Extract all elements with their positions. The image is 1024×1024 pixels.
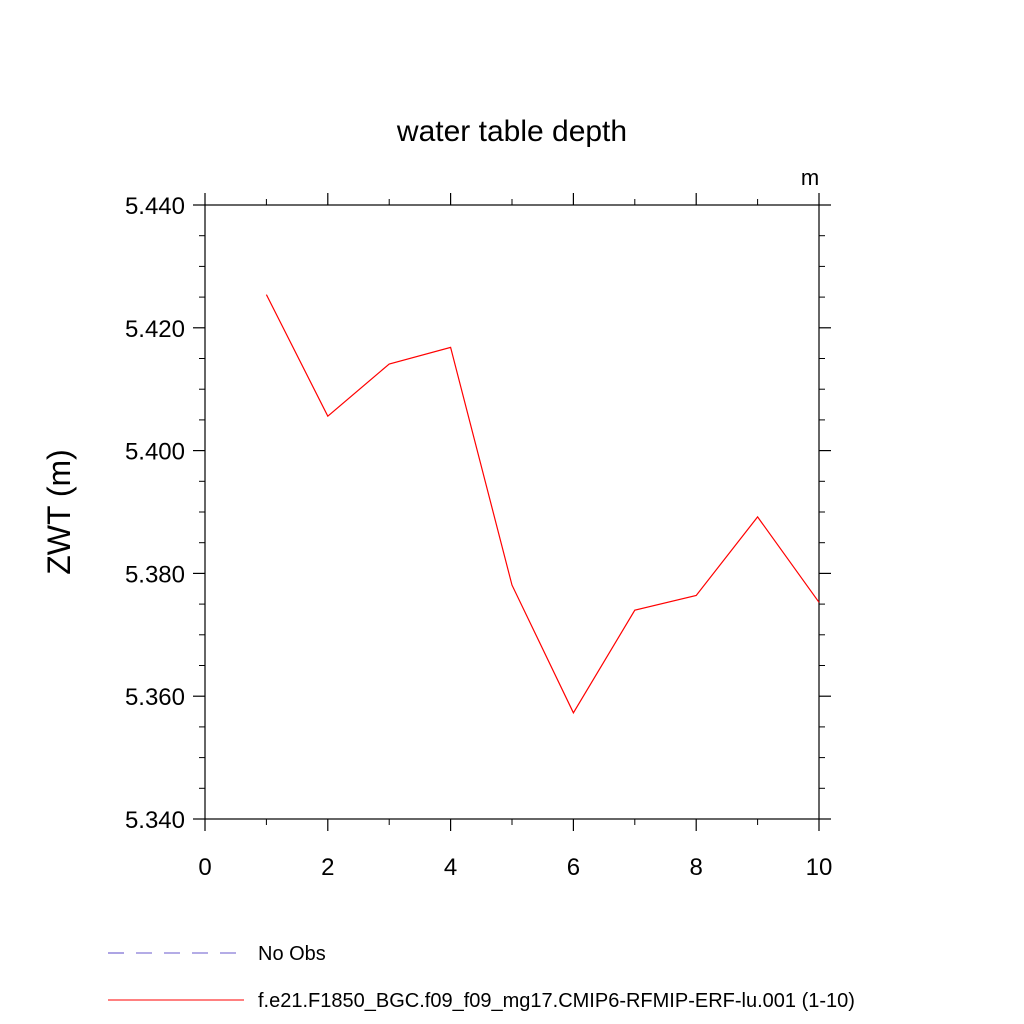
chart-title: water table depth [396,115,627,148]
legend: No Obs f.e21.F1850_BGC.f09_f09_mg17.CMIP6… [108,943,855,1012]
x-tick-label: 8 [690,854,703,881]
legend-label: f.e21.F1850_BGC.f09_f09_mg17.CMIP6-RFMIP… [258,990,855,1012]
plot-area [265,294,820,715]
x-tick-label: 0 [198,854,211,881]
x-tick-label: 10 [806,854,833,881]
y-tick-label: 5.340 [125,807,185,834]
y-tick-label: 5.400 [125,439,185,466]
y-tick-label: 5.380 [125,561,185,588]
series-line [265,294,820,715]
axis-ticks: 0 2 4 6 8 10 5.340 5.360 5.380 5.400 5.420 5.440 [125,193,832,881]
legend-label: No Obs [258,943,326,965]
units-label: m [801,165,819,190]
x-tick-label: 4 [444,854,457,881]
x-tick-label: 6 [567,854,580,881]
y-tick-label: 5.360 [125,684,185,711]
x-tick-label: 2 [321,854,334,881]
y-tick-label: 5.440 [125,193,185,220]
y-tick-label: 5.420 [125,316,185,343]
y-axis-label: ZWT (m) [41,449,77,575]
plot-frame [204,204,820,820]
